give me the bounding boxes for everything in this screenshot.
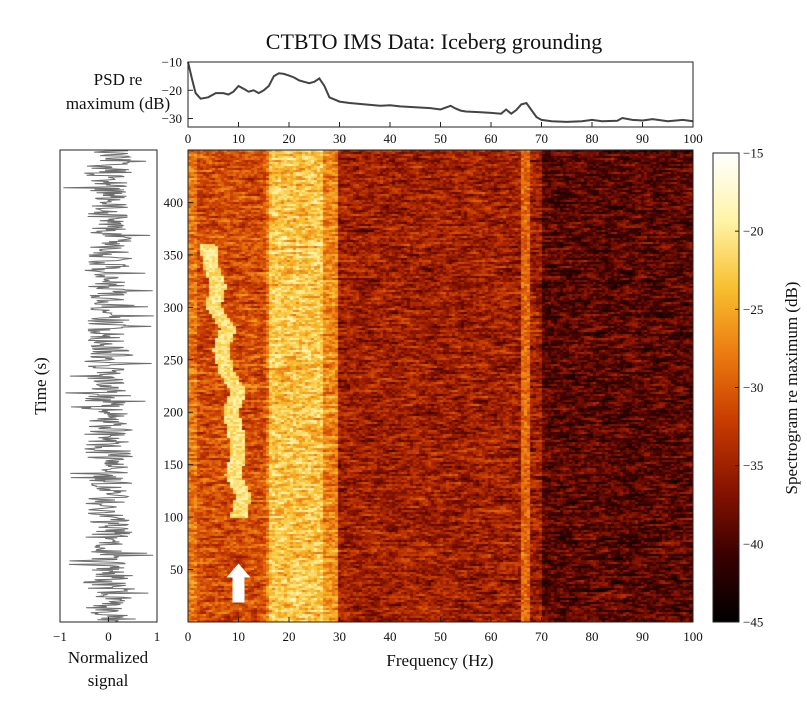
colorbar-gradient — [713, 153, 739, 622]
spectrogram-xtick-label: 30 — [333, 629, 346, 644]
psd-panel: PSD re maximum (dB) −10 −20 −30 0 10 20 30 40 5… — [66, 55, 703, 147]
spectrogram-xtick-label: 20 — [283, 629, 296, 644]
spectrogram-xtick-label: 70 — [535, 629, 548, 644]
spectrogram-ytick-label: 400 — [164, 195, 184, 210]
psd-xtick-label: 50 — [434, 131, 447, 146]
spectrogram-xtick-label: 100 — [683, 629, 703, 644]
spectrogram-ytick-label: 200 — [164, 405, 184, 420]
waveform-xtick-label: 0 — [105, 629, 112, 644]
colorbar-tick-label: −25 — [743, 302, 763, 317]
psd-ylabel-line-2: maximum (dB) — [66, 94, 170, 113]
psd-xtick-label: 0 — [185, 131, 192, 146]
colorbar-ticks: −15 −20 −25 −30 −35 −40 −45 — [735, 146, 763, 630]
spectrogram-xtick-label: 80 — [586, 629, 599, 644]
waveform-xlabel-line-2: signal — [88, 671, 129, 690]
spectrogram-panel: 0 10 20 30 40 50 60 70 80 90 100 50100150200250300… — [31, 149, 703, 670]
psd-xtick-label: 10 — [232, 131, 245, 146]
psd-xtick-label: 20 — [283, 131, 296, 146]
waveform-panel: −1 0 1 Normalized signal — [53, 149, 160, 690]
colorbar-tick-label: −45 — [743, 615, 763, 630]
psd-ytick-label: −30 — [162, 111, 182, 126]
waveform-xlabel-line-1: Normalized — [68, 648, 149, 667]
psd-y-ticks: −10 −20 −30 — [162, 55, 193, 126]
spectrogram-xlabel: Frequency (Hz) — [386, 651, 493, 670]
psd-series-line — [187, 61, 694, 123]
psd-ytick-label: −10 — [162, 55, 182, 70]
spectrogram-ytick-label: 100 — [164, 510, 184, 525]
colorbar-tick-label: −40 — [743, 536, 763, 551]
colorbar-label: Spectrogram re maximum (dB) — [782, 282, 801, 495]
psd-xtick-label: 100 — [683, 131, 703, 146]
spectrogram-image — [188, 150, 693, 622]
annotation-arrow — [226, 563, 251, 603]
spectrogram-xtick-label: 0 — [185, 629, 192, 644]
colorbar-tick-label: −20 — [743, 224, 763, 239]
chart-title: CTBTO IMS Data: Iceberg grounding — [266, 29, 602, 54]
spectrogram-xtick-label: 40 — [384, 629, 397, 644]
spectrogram-ytick-label: 250 — [164, 352, 184, 367]
spectrogram-xtick-label: 60 — [485, 629, 498, 644]
spectrogram-y-ticks: 50 100 150 200 250 300 350 400 — [164, 195, 193, 577]
spectrogram-xtick-label: 50 — [434, 629, 447, 644]
waveform-trace — [63, 149, 154, 623]
waveform-xtick-label: −1 — [53, 629, 67, 644]
psd-xtick-label: 80 — [586, 131, 599, 146]
psd-xtick-label: 90 — [636, 131, 649, 146]
spectrogram-xtick-label: 10 — [232, 629, 245, 644]
colorbar: −15 −20 −25 −30 −35 −40 −45 Spectrogram re max… — [712, 146, 801, 630]
psd-x-ticks: 0 10 20 30 40 50 60 70 80 90 100 — [185, 122, 703, 146]
colorbar-tick-label: −35 — [743, 458, 763, 473]
psd-axes-frame — [187, 61, 694, 128]
spectrogram-ytick-label: 300 — [164, 300, 184, 315]
spectrogram-ytick-label: 50 — [170, 562, 183, 577]
psd-xtick-label: 30 — [333, 131, 346, 146]
psd-xtick-label: 40 — [384, 131, 397, 146]
psd-xtick-label: 70 — [535, 131, 548, 146]
psd-xtick-label: 60 — [485, 131, 498, 146]
spectrogram-ytick-label: 150 — [164, 457, 184, 472]
waveform-x-ticks: −1 0 1 — [53, 617, 160, 644]
colorbar-tick-label: −15 — [743, 146, 763, 161]
spectrogram-ylabel: Time (s) — [31, 357, 50, 414]
psd-ylabel-line-1: PSD re — [94, 70, 143, 89]
spectrogram-ytick-label: 350 — [164, 247, 184, 262]
waveform-xtick-label: 1 — [154, 629, 161, 644]
spectrogram-xtick-label: 90 — [636, 629, 649, 644]
colorbar-tick-label: −30 — [743, 380, 763, 395]
psd-ytick-label: −20 — [162, 83, 182, 98]
spectrogram-x-ticks: 0 10 20 30 40 50 60 70 80 90 100 — [185, 617, 703, 644]
